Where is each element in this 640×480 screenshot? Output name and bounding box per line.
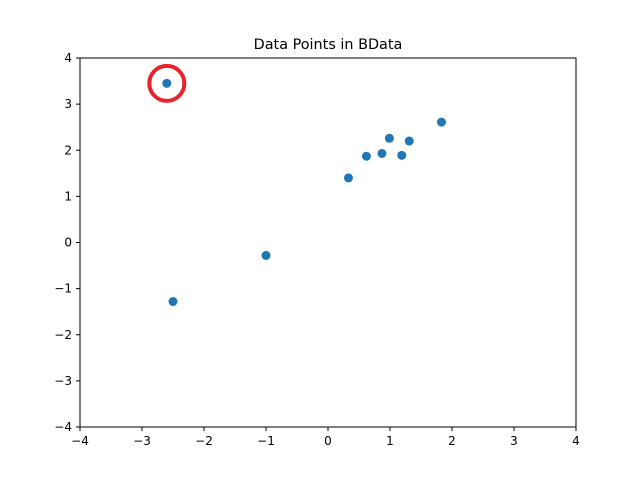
chart-title: Data Points in BData [254, 37, 403, 53]
y-tick-label: −2 [54, 328, 72, 342]
data-point [377, 148, 387, 158]
y-tick-label: −4 [54, 420, 72, 434]
axes-layer: −4 −3 −2 −1 0 1 2 3 4 −4 −3 −2 −1 0 1 2 3 4 [54, 51, 580, 448]
data-point [384, 133, 394, 143]
x-tick-label: 1 [386, 434, 394, 448]
y-tick-label: 2 [64, 143, 72, 157]
points-layer [162, 78, 446, 307]
data-point [162, 78, 172, 88]
y-tick-label: 1 [64, 189, 72, 203]
y-tick-label: −3 [54, 374, 72, 388]
y-tick-label: 3 [64, 97, 72, 111]
y-tick-label: 4 [64, 51, 72, 65]
data-point [261, 250, 271, 260]
plot-frame [79, 57, 577, 428]
data-point [404, 136, 414, 146]
data-point [397, 150, 407, 160]
x-tick-label: 0 [324, 434, 332, 448]
data-point [436, 117, 446, 127]
x-tick-label: 3 [510, 434, 518, 448]
x-tick-label: −4 [71, 434, 89, 448]
x-tick-label: 4 [572, 434, 580, 448]
y-tick-label: −1 [54, 282, 72, 296]
data-point [361, 151, 371, 161]
data-point [343, 173, 353, 183]
x-tick-label: 2 [448, 434, 456, 448]
x-tick-label: −2 [195, 434, 213, 448]
x-tick-label: −3 [133, 434, 151, 448]
highlight-circle [147, 63, 187, 103]
annotation-layer [147, 63, 187, 103]
data-point [168, 297, 178, 307]
x-tick-label: −1 [257, 434, 275, 448]
y-tick-label: 0 [64, 236, 72, 250]
